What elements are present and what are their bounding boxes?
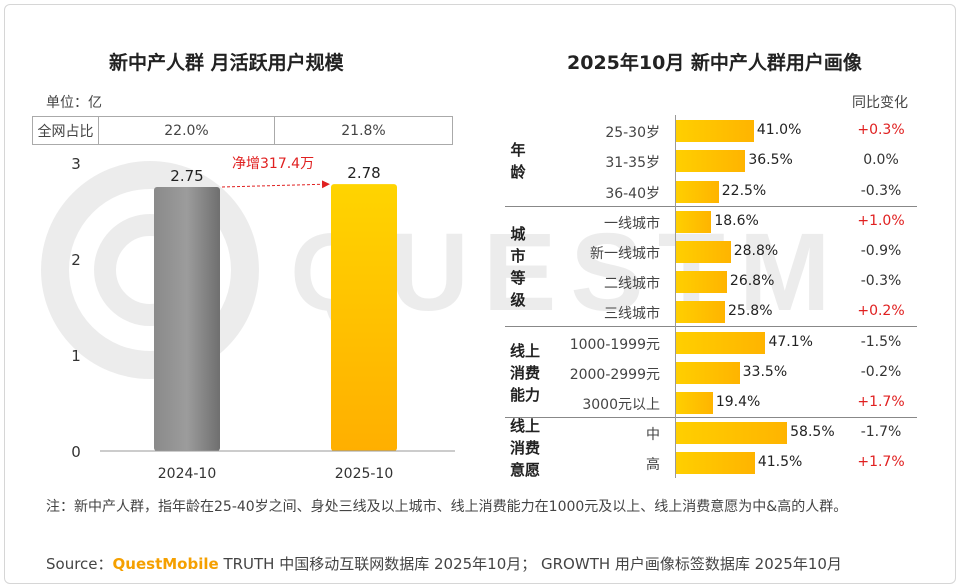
yoy-change-value: +1.7% (857, 454, 905, 471)
left-bar-chart: 0 1 2 3 2.75 2024-10 2.78 2025-10 (71, 155, 455, 482)
unit-label: 单位：亿 (46, 95, 102, 111)
bar-value-label: 2.75 (170, 167, 203, 185)
profile-bar (676, 150, 746, 173)
yoy-change-value: -0.3% (860, 273, 902, 290)
profile-group-label: 年龄 (510, 141, 526, 182)
profile-row-label: 一线城市 (604, 215, 660, 232)
profile-bar (676, 361, 740, 384)
right-chart-title: 2025年10月 新中产人群用户画像 (567, 52, 862, 74)
profile-row-label: 三线城市 (604, 306, 660, 323)
group-separator (505, 417, 917, 418)
group-separator (505, 326, 917, 328)
profile-bar-value: 58.5% (790, 424, 835, 441)
source-text: TRUTH 中国移动互联网数据库 2025年10月； GROWTH 用户画像标签… (218, 555, 842, 573)
profile-row-label: 3000元以上 (582, 396, 660, 413)
profile-group-label: 城市等级 (510, 225, 526, 309)
yoy-change-value: -0.2% (860, 363, 902, 380)
source-prefix: Source： (46, 555, 113, 573)
profile-axis (675, 115, 676, 478)
profile-row-label: 36-40岁 (605, 185, 660, 202)
profile-bar-value: 41.0% (756, 122, 802, 139)
profile-bar-value: 33.5% (742, 363, 788, 380)
profile-bar-value: 28.8% (733, 242, 779, 259)
profile-bar (676, 120, 754, 143)
yoy-change-value: +1.7% (857, 393, 905, 410)
yoy-change-value: -1.7% (860, 424, 902, 441)
chart-frame (4, 4, 956, 584)
profile-row-label: 31-35岁 (605, 155, 660, 172)
profile-bar-value: 36.5% (748, 152, 793, 169)
profile-bar (676, 391, 713, 414)
profile-bar (676, 422, 788, 445)
x-category-label: 2024-10 (158, 466, 217, 482)
profile-bar-value: 22.5% (721, 182, 767, 199)
yoy-change-value: 0.0% (863, 152, 899, 169)
profile-row-label: 高 (646, 457, 660, 474)
profile-row-label: 25-30岁 (605, 125, 660, 142)
y-tick-label: 2 (71, 251, 81, 269)
profile-bar (676, 240, 731, 263)
profile-bar (676, 331, 766, 354)
bar-value-label: 2.78 (347, 164, 380, 182)
profile-bar-value: 18.6% (714, 212, 759, 229)
share-value-2025: 21.8% (274, 116, 453, 145)
profile-group-label: 线上消费能力 (510, 341, 541, 404)
profile-row-label: 新一线城市 (590, 245, 660, 262)
increase-annotation: 净增317.4万 (232, 156, 315, 172)
yoy-change-value: +0.2% (857, 303, 905, 320)
footnote: 注：新中产人群，指年龄在25-40岁之间、身处三线及以上城市、线上消费能力在10… (46, 499, 848, 515)
profile-row-label: 2000-2999元 (569, 366, 660, 383)
left-chart-title: 新中产人群 月活跃用户规模 (109, 52, 344, 74)
source-brand: QuestMobile (112, 555, 219, 573)
profile-bar-value: 41.5% (757, 454, 803, 471)
profile-bar-value: 47.1% (768, 333, 813, 350)
bar-2024-10 (154, 187, 220, 451)
yoy-change-value: +1.0% (857, 212, 905, 229)
profile-group-label: 线上消费意愿 (510, 417, 541, 480)
increase-arrow (221, 180, 330, 189)
share-value-2024: 22.0% (98, 116, 275, 145)
profile-row-label: 二线城市 (604, 276, 660, 293)
profile-bar-value: 25.8% (728, 303, 773, 320)
x-category-label: 2025-10 (335, 466, 394, 482)
yoy-header: 同比变化 (852, 95, 908, 111)
y-tick-label: 3 (71, 155, 81, 173)
profile-bar (676, 210, 712, 233)
profile-bar-value: 26.8% (729, 273, 775, 290)
share-table: 全网占比 22.0% 21.8% (32, 116, 453, 145)
profile-bar (676, 301, 726, 324)
profile-bar (676, 180, 719, 203)
profile-row-label: 1000-1999元 (569, 336, 660, 353)
profile-bar-value: 19.4% (715, 393, 761, 410)
y-tick-label: 0 (71, 443, 81, 461)
yoy-change-value: -0.3% (860, 182, 902, 199)
yoy-change-value: -1.5% (860, 333, 902, 350)
bar-2025-10 (331, 184, 397, 451)
source-line: Source：QuestMobile TRUTH 中国移动互联网数据库 2025… (46, 553, 842, 574)
group-separator (505, 205, 917, 207)
profile-bar (676, 271, 727, 294)
profile-bar (676, 452, 755, 475)
y-tick-label: 1 (71, 347, 81, 365)
profile-row-label: 中 (646, 427, 660, 444)
yoy-change-value: +0.3% (857, 122, 905, 139)
yoy-change-value: -0.9% (860, 242, 902, 259)
